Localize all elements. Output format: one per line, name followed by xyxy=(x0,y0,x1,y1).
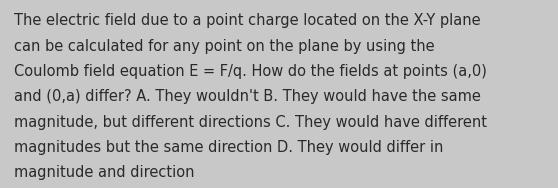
Text: Coulomb field equation E = F/q. How do the fields at points (a,0): Coulomb field equation E = F/q. How do t… xyxy=(14,64,487,79)
Text: can be calculated for any point on the plane by using the: can be calculated for any point on the p… xyxy=(14,39,435,54)
Text: magnitudes but the same direction D. They would differ in: magnitudes but the same direction D. The… xyxy=(14,140,443,155)
Text: magnitude, but different directions C. They would have different: magnitude, but different directions C. T… xyxy=(14,115,487,130)
Text: magnitude and direction: magnitude and direction xyxy=(14,165,194,180)
Text: The electric field due to a point charge located on the X-Y plane: The electric field due to a point charge… xyxy=(14,13,480,28)
Text: and (0,a) differ? A. They wouldn't B. They would have the same: and (0,a) differ? A. They wouldn't B. Th… xyxy=(14,89,481,104)
